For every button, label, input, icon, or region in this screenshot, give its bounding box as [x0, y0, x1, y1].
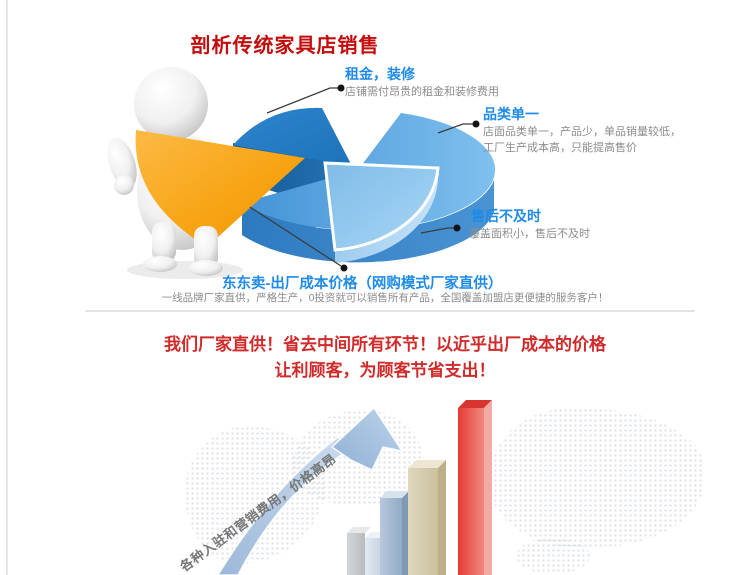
callout-rent-title: 租金，装修: [345, 66, 415, 82]
bar-silver: [347, 527, 371, 575]
slogan-line2: 让利顾客，为顾客节省支出！: [274, 361, 496, 380]
callout-aftersale-desc: 覆盖面积小，售后不及时: [469, 228, 590, 240]
callout-rent-desc: 店铺需付昂贵的租金和装修费用: [345, 86, 499, 98]
rising-arrow-head: [330, 406, 404, 471]
person-foot-left: [143, 256, 177, 272]
pie-slice-light-side: [335, 168, 438, 263]
person-leg-left: [152, 222, 176, 262]
slogan-block: 我们厂家直供！省去中间所有环节！以近乎出厂成本的价格 让利顾客，为顾客节省支出！: [85, 332, 685, 384]
person-arm: [107, 137, 137, 189]
pie-chart-illustration: [107, 67, 496, 279]
world-map-dots-oceania: [516, 538, 590, 574]
person-hand: [114, 175, 134, 195]
callout-category-title: 品类单一: [483, 106, 539, 122]
callout-category-desc-line2: 工厂生产成本高，只能提高售价: [483, 142, 637, 154]
callout-dots: [337, 84, 480, 272]
callout-aftersale-title: 售后不及时: [471, 208, 541, 224]
callout-category-desc-line1: 店面品类单一，产品少，单品销量较低，: [483, 126, 681, 138]
rising-arrow-shaft: [217, 436, 352, 575]
person-foot-right: [189, 260, 223, 276]
growth-bar-chart: [217, 400, 492, 575]
person-leg-right: [194, 226, 218, 268]
page-left-border: [6, 0, 8, 575]
section-divider: [85, 310, 695, 312]
slogan-line1: 我们厂家直供！省去中间所有环节！以近乎出厂成本的价格: [164, 335, 606, 354]
world-map-dots-east: [488, 408, 704, 548]
pie-slice-dark: [233, 107, 352, 166]
callout-factory-title: 东东卖-出厂成本价格（网购模式厂家直供）: [222, 276, 503, 292]
orange-wedge-icon: [135, 130, 305, 247]
pie-slice-main-side: [242, 180, 494, 263]
bar-steel-blue: [380, 491, 409, 575]
bar-red: [458, 400, 492, 575]
bar-beige: [408, 460, 446, 575]
section-title: 剖析传统家具店销售: [190, 35, 380, 57]
person-head: [134, 67, 208, 141]
callout-lines: [249, 87, 474, 267]
callout-factory-desc: 一线品牌厂家直供，严格生产，0投资就可以销售所有产品，全国覆盖加盟店更便捷的服务…: [161, 292, 609, 304]
pie-slice-light: [323, 161, 440, 252]
